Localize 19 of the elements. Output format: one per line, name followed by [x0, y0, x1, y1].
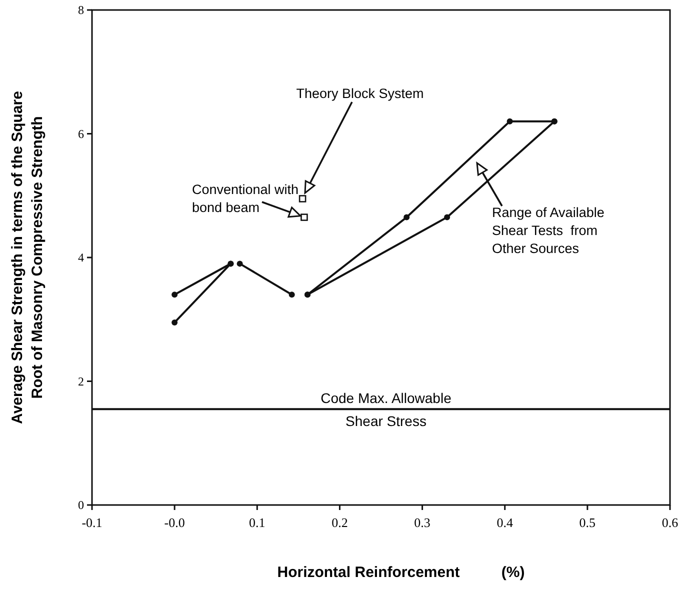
- x-axis-title: Horizontal Reinforcement (%): [277, 564, 525, 581]
- x-tick-label: 0.2: [332, 515, 348, 530]
- y-tick-label: 4: [78, 250, 84, 265]
- annotation: Theory Block System: [296, 86, 424, 101]
- y-tick-label: 0: [78, 498, 84, 512]
- x-tick-label: 0.1: [249, 515, 266, 530]
- ref-line-label: Code Max. Allowable Shear Stress: [320, 390, 452, 430]
- x-tick-label: 0.6: [662, 515, 679, 530]
- y-tick-label: 8: [78, 3, 84, 18]
- y-tick-label: 6: [78, 126, 84, 141]
- x-tick-label: 0.4: [496, 515, 514, 530]
- x-tick-label: -0.0: [164, 515, 185, 530]
- x-tick-label: -0.1: [82, 515, 102, 530]
- y-tick-label: 2: [78, 374, 84, 388]
- y-axis-title: Average Shear Strength in terms of the Square Root of Masonry Compressive Strength: [9, 91, 46, 424]
- annotation: Conventional with bond beam: [192, 182, 299, 215]
- x-tick-label: 0.5: [579, 515, 596, 530]
- annotation: Range of Available Shear Tests from Other Sources: [492, 205, 604, 256]
- x-tick-label: 0.3: [414, 515, 430, 530]
